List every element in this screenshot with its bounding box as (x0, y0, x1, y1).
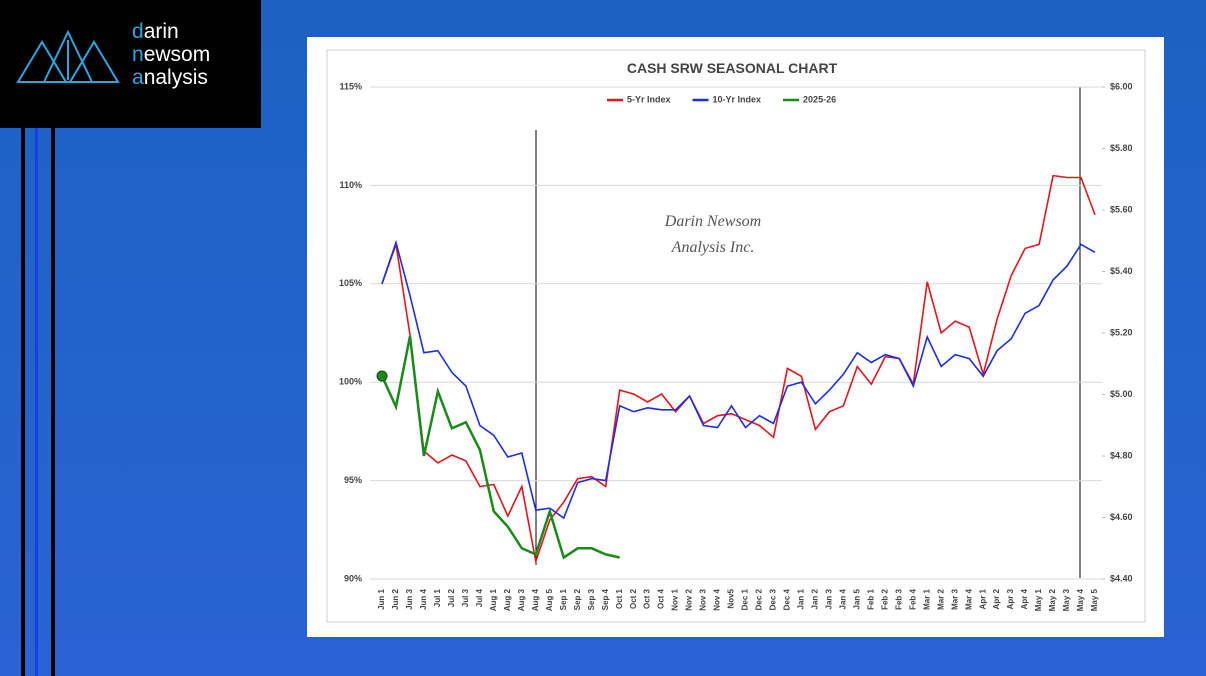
x-tick-label: Jan 2 (811, 588, 820, 609)
x-tick-label: Nov 1 (671, 588, 680, 610)
x-tick-label: Dec 3 (769, 588, 778, 610)
x-tick-label: May 3 (1062, 588, 1071, 611)
logo-text: darin newsom analysis (132, 20, 210, 89)
legend-label: 2025-26 (803, 94, 836, 104)
legend-label: 5-Yr Index (627, 94, 671, 104)
x-tick-label: Aug 2 (503, 588, 512, 611)
x-tick-label: Sep 3 (587, 588, 596, 610)
y-tick-label: 90% (344, 573, 362, 583)
x-tick-label: Apr 1 (978, 588, 987, 609)
x-tick-label: Dec 2 (755, 588, 764, 610)
x-tick-label: Dec 1 (741, 588, 750, 610)
x-tick-label: Aug 5 (545, 588, 554, 611)
y-tick-label: 115% (339, 81, 362, 91)
decor-bar (21, 128, 25, 676)
decor-bar (35, 128, 38, 676)
logo-line: newsom (132, 43, 211, 66)
x-tick-label: Jul 2 (447, 588, 456, 607)
x-tick-label: Sep 1 (559, 588, 568, 610)
x-tick-label: Feb 1 (866, 588, 875, 609)
series-line (380, 335, 620, 560)
x-tick-label: Jan 1 (797, 588, 806, 609)
x-tick-label: Sep 2 (573, 588, 582, 610)
x-tick-label: Apr 4 (1020, 588, 1029, 609)
x-tick-label: May 5 (1090, 588, 1099, 611)
x-tick-label: Jun 1 (377, 588, 386, 609)
x-tick-label: Oct 2 (629, 588, 638, 609)
x-tick-label: May 1 (1034, 588, 1043, 611)
y-tick-label: 110% (339, 180, 362, 190)
x-tick-label: Mar 1 (922, 588, 931, 609)
x-tick-label: Feb 3 (894, 588, 903, 609)
x-tick-label: Jun 3 (405, 588, 414, 609)
x-tick-label: Aug 4 (531, 588, 540, 611)
chart: CASH SRW SEASONAL CHART Darin Newsom Ana… (326, 49, 1146, 623)
x-tick-label: Mar 2 (936, 588, 945, 609)
y-tick-label: 95% (344, 475, 362, 485)
y-tick-label: 105% (339, 278, 362, 288)
x-tick-label: Jul 3 (461, 588, 470, 607)
x-tick-label: Mar 3 (950, 588, 959, 609)
x-tick-label: Mar 4 (964, 588, 973, 609)
series-line (381, 239, 1096, 520)
x-tick-label: Jul 4 (475, 588, 484, 607)
decor-bar (51, 128, 55, 676)
x-tick-label: Oct 4 (657, 588, 666, 609)
x-tick-label: Feb 4 (908, 588, 917, 609)
y2-tick-label: $4.60 (1110, 512, 1133, 522)
x-tick-label: Jan 5 (852, 588, 861, 609)
start-marker (376, 370, 388, 382)
x-tick-label: Nov 2 (685, 588, 694, 610)
logo-line: analysis (132, 66, 208, 89)
legend-label: 10-Yr Index (713, 94, 762, 104)
logo: darin newsom analysis (0, 0, 261, 128)
watermark: Analysis Inc. (671, 239, 755, 256)
x-tick-label: Jul 1 (433, 588, 442, 607)
x-tick-label: Aug 1 (489, 588, 498, 611)
logo-line: darin (132, 20, 179, 43)
y2-tick-label: $6.00 (1110, 81, 1133, 91)
x-tick-label: Jan 4 (838, 588, 847, 609)
x-tick-label: Jun 4 (419, 588, 428, 609)
chart-frame (326, 49, 1146, 623)
chart-panel: CASH SRW SEASONAL CHART Darin Newsom Ana… (307, 37, 1164, 637)
chart-title: CASH SRW SEASONAL CHART (627, 60, 838, 76)
x-tick-label: Oct 3 (643, 588, 652, 609)
logo-icon (16, 29, 120, 83)
watermark: Darin Newsom (664, 213, 761, 230)
y2-tick-label: $5.20 (1110, 327, 1133, 337)
y2-tick-label: $5.40 (1110, 266, 1133, 276)
x-tick-label: May 2 (1048, 588, 1057, 611)
x-tick-label: Nov 3 (699, 588, 708, 610)
x-tick-label: Oct 1 (615, 588, 624, 609)
x-tick-label: Sep 4 (601, 588, 610, 610)
y2-tick-label: $4.80 (1110, 450, 1133, 460)
y2-tick-label: $4.40 (1110, 573, 1133, 583)
y2-tick-label: $5.80 (1110, 143, 1133, 153)
x-tick-label: Jun 2 (391, 588, 400, 609)
x-tick-label: Apr 3 (1006, 588, 1015, 609)
x-tick-label: Jan 3 (824, 588, 833, 609)
x-tick-label: Apr 2 (992, 588, 1001, 609)
y-tick-label: 100% (339, 377, 362, 387)
x-tick-label: Nov 4 (713, 588, 722, 610)
y2-tick-label: $5.60 (1110, 204, 1133, 214)
y2-tick-label: $5.00 (1110, 389, 1133, 399)
x-tick-label: Nov5 (727, 588, 736, 608)
x-tick-label: Aug 3 (517, 588, 526, 611)
x-tick-label: May 4 (1076, 588, 1085, 611)
x-tick-label: Feb 2 (880, 588, 889, 609)
x-tick-label: Dec 4 (783, 588, 792, 610)
